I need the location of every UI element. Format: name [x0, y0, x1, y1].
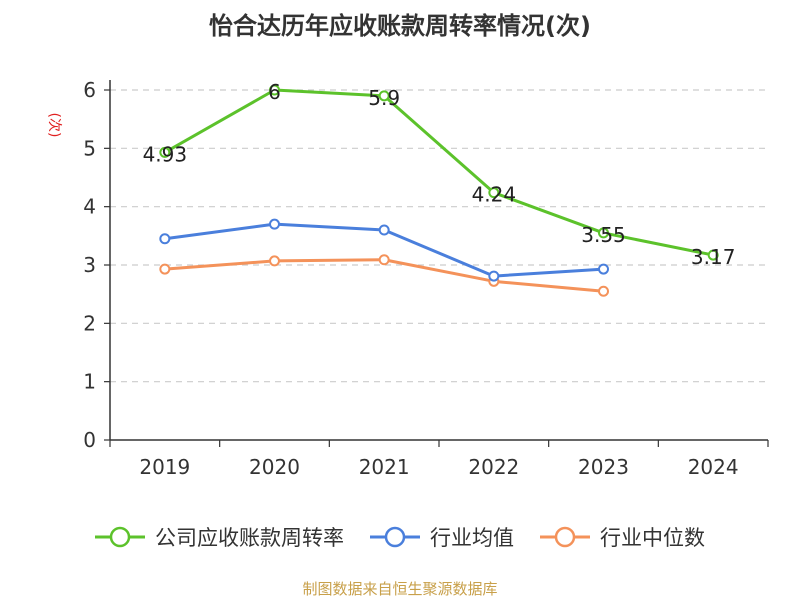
point-s1-2019 — [159, 233, 171, 245]
data-label-2022: 4.24 — [472, 183, 517, 207]
y-tick-label-6: 6 — [83, 78, 96, 102]
point-s0-2019 — [159, 146, 171, 158]
x-tick-label-2023: 2023 — [578, 455, 629, 479]
point-s2-2019 — [159, 263, 171, 275]
x-tick-label-2024: 2024 — [688, 455, 739, 479]
x-tick-label-2022: 2022 — [468, 455, 519, 479]
point-s2-2021 — [378, 254, 390, 266]
grid-lines — [110, 89, 768, 383]
legend-label-1: 行业均值 — [430, 526, 514, 550]
series-line-0 — [164, 88, 714, 257]
point-s0-2023 — [598, 227, 609, 239]
legend: 公司应收账款周转率 行业均值 行业中位数 — [95, 526, 705, 550]
chart-title: 怡合达历年应收账款周转率情况(次) — [209, 12, 591, 40]
legend-marker-2 — [554, 526, 576, 548]
legend-label-2: 行业中位数 — [600, 526, 705, 550]
y-tick-label-0: 0 — [83, 428, 96, 452]
y-tick-label-2: 2 — [83, 311, 96, 335]
x-tick-label-2019: 2019 — [139, 455, 190, 479]
data-labels: 4.93 6 5.9 4.24 3.55 3.17 — [143, 80, 736, 269]
y-tick-label-4: 4 — [83, 195, 96, 219]
legend-marker-0 — [109, 526, 131, 548]
data-label-2019: 4.93 — [143, 142, 188, 166]
point-s0-2022 — [488, 187, 500, 199]
legend-marker-1 — [384, 526, 406, 548]
y-tick-label-3: 3 — [83, 253, 96, 277]
series-group — [159, 84, 719, 297]
axes: 0 1 2 3 4 5 6 2019 2020 2021 2022 2023 2024 — [83, 78, 769, 479]
point-s2-2020 — [269, 255, 280, 267]
point-s2-2023 — [598, 285, 609, 297]
point-s0-2024 — [707, 249, 719, 261]
data-label-2020: 6 — [268, 80, 281, 104]
point-s1-2023 — [598, 263, 609, 275]
y-axis-label: (次) — [46, 113, 62, 138]
data-label-2021: 5.9 — [368, 86, 400, 110]
point-s0-2020 — [269, 84, 280, 96]
point-s1-2020 — [269, 218, 280, 230]
data-label-2024: 3.17 — [691, 245, 736, 269]
x-tick-label-2021: 2021 — [359, 455, 410, 479]
point-s0-2021 — [378, 90, 390, 102]
point-s1-2022 — [488, 270, 500, 282]
x-tick-label-2020: 2020 — [249, 455, 300, 479]
data-label-2023: 3.55 — [581, 223, 626, 247]
y-tick-label-5: 5 — [83, 136, 96, 160]
source-note: 制图数据来自恒生聚源数据库 — [302, 580, 497, 598]
y-tick-label-1: 1 — [83, 370, 96, 394]
point-s1-2021 — [378, 224, 390, 236]
legend-label-0: 公司应收账款周转率 — [155, 526, 344, 550]
